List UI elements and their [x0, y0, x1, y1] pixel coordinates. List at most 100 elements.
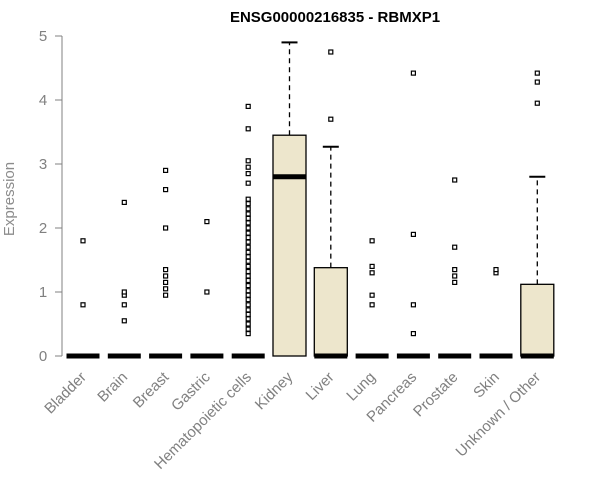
x-tick-label: Liver [303, 369, 338, 404]
outlier-point [245, 211, 251, 217]
outlier-point [245, 326, 251, 332]
iqr-box [313, 267, 348, 357]
outlier-point [410, 70, 416, 76]
outlier-point [245, 311, 251, 317]
x-tick-label: Lung [343, 369, 379, 405]
outlier-point [80, 302, 86, 308]
y-tick-label: 1 [39, 284, 47, 301]
outlier-point [369, 238, 375, 244]
outlier-point [369, 302, 375, 308]
outlier-point [493, 267, 499, 273]
outlier-point [245, 171, 251, 177]
box-kidney [272, 41, 307, 357]
outlier-point [245, 220, 251, 226]
outlier-point [410, 331, 416, 337]
y-axis-label: Expression [1, 162, 18, 236]
outlier-point [245, 215, 251, 221]
outlier-point [245, 258, 251, 264]
outlier-point [245, 277, 251, 284]
box-bladder [66, 238, 100, 359]
outlier-point [328, 116, 334, 122]
outlier-point [534, 70, 540, 76]
outlier-point [163, 167, 169, 173]
outlier-point [245, 273, 251, 279]
outlier-point [245, 302, 251, 308]
outlier-point [245, 316, 251, 322]
x-tick-label: Brain [94, 369, 131, 406]
outlier-point [121, 199, 127, 205]
outlier-point [245, 235, 251, 241]
y-tick-label: 3 [39, 156, 47, 173]
outlier-point [204, 289, 210, 295]
outlier-point [245, 180, 251, 186]
y-axis: 0 1 2 3 4 5 [39, 28, 63, 365]
outlier-point [245, 206, 251, 212]
outlier-point [410, 302, 416, 308]
outlier-point [80, 238, 86, 244]
outlier-point [245, 297, 251, 303]
outlier-point [452, 279, 458, 285]
chart-title: ENSG00000216835 - RBMXP1 [230, 9, 440, 26]
outlier-point [163, 273, 169, 279]
outlier-point [245, 164, 251, 170]
outlier-point [245, 230, 251, 236]
outlier-point [163, 286, 169, 292]
outlier-point [245, 268, 251, 275]
box-prostate [438, 177, 472, 359]
box-skin [479, 267, 513, 359]
outlier-point [369, 263, 375, 269]
x-tick-label: Breast [130, 368, 173, 411]
outlier-point [410, 231, 416, 237]
outlier-point [245, 239, 251, 245]
iqr-box [272, 134, 307, 357]
box-hematopoietic-cells [231, 103, 265, 359]
outlier-point [245, 225, 251, 231]
outlier-point [452, 177, 458, 183]
y-tick-label: 2 [39, 220, 47, 237]
y-tick-label: 0 [39, 348, 47, 365]
x-tick-label: Kidney [252, 368, 297, 413]
outlier-point [245, 307, 251, 313]
outlier-point [163, 225, 169, 231]
y-tick-label: 5 [39, 28, 47, 45]
outlier-point [452, 273, 458, 279]
x-tick-label: Prostate [410, 369, 462, 421]
x-tick-label: Bladder [41, 369, 90, 418]
box-gastric [190, 219, 224, 359]
outlier-point [163, 292, 169, 298]
outlier-point [245, 283, 251, 289]
outlier-point [204, 219, 210, 225]
iqr-box [520, 283, 555, 357]
outlier-point [534, 100, 540, 106]
outlier-point [369, 292, 375, 298]
outlier-point [163, 267, 169, 273]
y-tick-label: 4 [39, 92, 47, 109]
outlier-point [328, 49, 334, 55]
outlier-point [245, 263, 251, 269]
box-lung [355, 238, 389, 359]
x-tick-label: Skin [470, 369, 503, 402]
outlier-point [245, 288, 251, 294]
outlier-point [121, 302, 127, 308]
outlier-point [245, 254, 251, 260]
outlier-point [245, 158, 251, 164]
outlier-point [121, 289, 127, 295]
outlier-point [163, 279, 169, 285]
outlier-point [121, 318, 127, 324]
outlier-point [245, 292, 251, 298]
outlier-point [245, 201, 251, 207]
box-brain [107, 199, 141, 359]
outlier-point [534, 79, 540, 85]
box-unknown-other [520, 70, 555, 359]
box-breast [149, 167, 183, 359]
outlier-point [245, 244, 251, 250]
box-pancreas [396, 70, 430, 359]
outlier-point [245, 126, 251, 132]
boxes-group [66, 41, 555, 359]
outlier-point [245, 321, 251, 327]
outlier-point [245, 249, 251, 255]
outlier-point [163, 187, 169, 193]
